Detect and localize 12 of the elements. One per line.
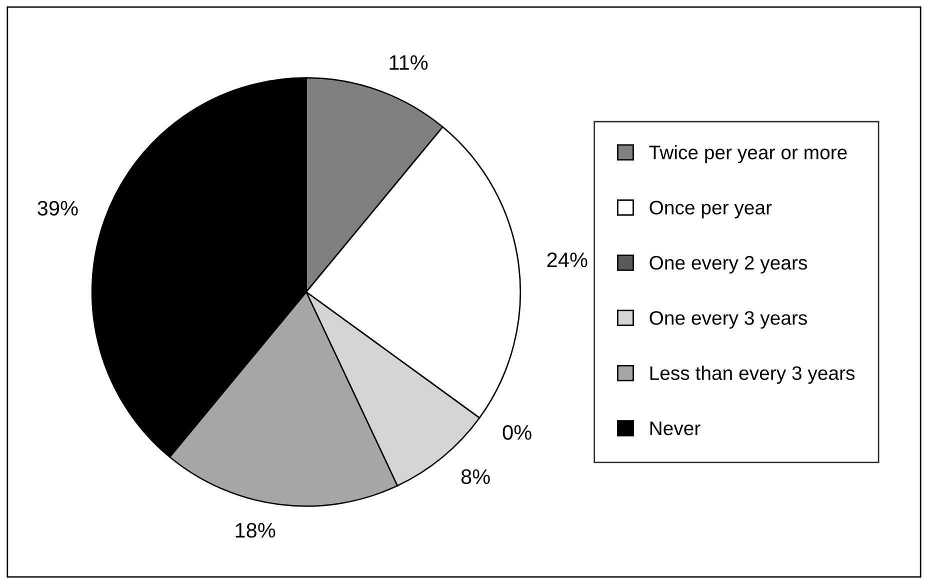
data-label: 24% bbox=[547, 252, 588, 268]
data-label: 11% bbox=[390, 55, 428, 70]
text: 0% bbox=[502, 425, 532, 440]
legend-label: Twice per year or more bbox=[649, 145, 847, 164]
legend-label: Once per year bbox=[650, 200, 772, 218]
data-label: 18% bbox=[236, 522, 276, 538]
legend-label: Never bbox=[650, 422, 700, 436]
data-label: 39% bbox=[38, 200, 78, 216]
legend-label: One every 2 years bbox=[650, 256, 807, 274]
legend-label: One every 3 years bbox=[650, 311, 807, 329]
data-label: 8% bbox=[461, 469, 490, 484]
legend-label: Less than every 3 years bbox=[650, 366, 855, 384]
